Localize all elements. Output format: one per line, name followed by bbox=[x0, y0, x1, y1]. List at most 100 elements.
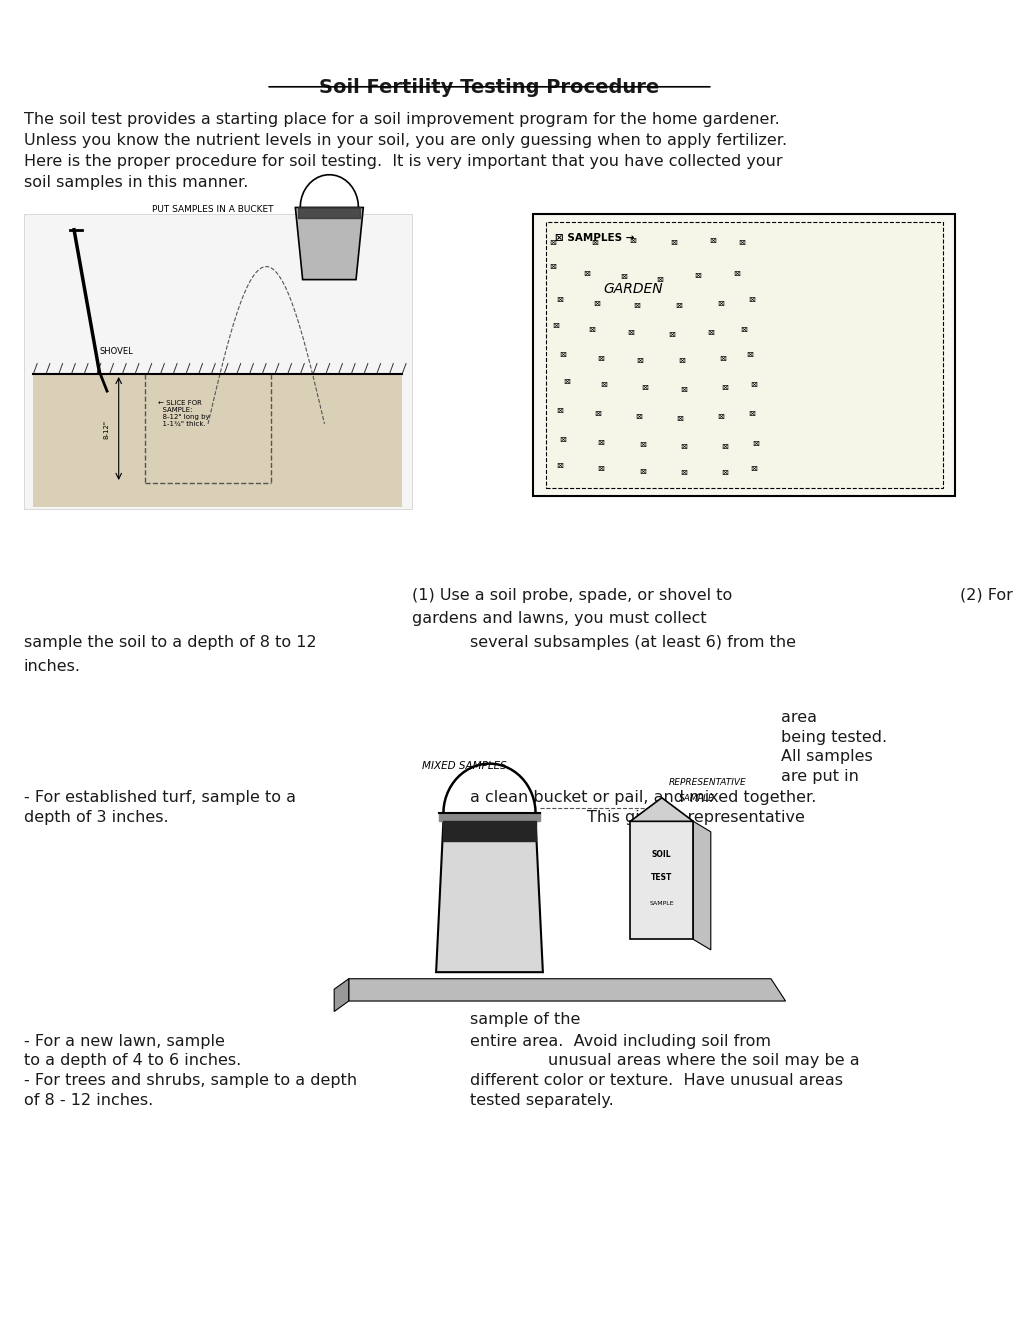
Text: ⊠: ⊠ bbox=[626, 327, 633, 337]
Text: ⊠: ⊠ bbox=[594, 409, 601, 418]
Text: area: area bbox=[780, 710, 816, 725]
Text: The soil test provides a starting place for a soil improvement program for the h: The soil test provides a starting place … bbox=[23, 112, 786, 190]
Text: (2) For: (2) For bbox=[959, 587, 1012, 603]
Text: ⊠: ⊠ bbox=[555, 294, 562, 304]
Text: ⊠: ⊠ bbox=[716, 412, 723, 421]
Text: REPRESENTATIVE: REPRESENTATIVE bbox=[668, 779, 746, 787]
Text: - For trees and shrubs, sample to a depth: - For trees and shrubs, sample to a dept… bbox=[23, 1073, 357, 1088]
Text: All samples: All samples bbox=[780, 750, 871, 764]
Text: ⊠: ⊠ bbox=[551, 321, 558, 330]
Text: GARDEN: GARDEN bbox=[603, 281, 662, 296]
FancyBboxPatch shape bbox=[545, 222, 942, 488]
Text: ⤵: ⤵ bbox=[658, 805, 665, 816]
Text: ⊠: ⊠ bbox=[564, 378, 570, 387]
Text: inches.: inches. bbox=[23, 659, 81, 673]
Text: ⊠: ⊠ bbox=[720, 442, 728, 450]
Text: ⊠: ⊠ bbox=[738, 239, 745, 247]
Text: ⊠: ⊠ bbox=[669, 239, 677, 247]
Text: ⊠: ⊠ bbox=[558, 350, 566, 359]
Text: ⊠: ⊠ bbox=[597, 465, 604, 473]
Text: entire area.  Avoid including soil from: entire area. Avoid including soil from bbox=[470, 1034, 770, 1049]
Text: SAMPLE: SAMPLE bbox=[678, 793, 714, 803]
Text: ⊠: ⊠ bbox=[558, 436, 566, 444]
Text: SAMPLE: SAMPLE bbox=[649, 902, 674, 907]
Polygon shape bbox=[34, 374, 401, 507]
Text: ⊠: ⊠ bbox=[636, 356, 643, 366]
Text: gardens and lawns, you must collect: gardens and lawns, you must collect bbox=[412, 611, 706, 627]
Text: SHOVEL: SHOVEL bbox=[99, 347, 132, 355]
Text: ⊠: ⊠ bbox=[548, 239, 555, 247]
Text: ⊠: ⊠ bbox=[718, 354, 726, 363]
Text: ⊠: ⊠ bbox=[708, 236, 715, 244]
FancyBboxPatch shape bbox=[533, 214, 955, 496]
Text: 8-12": 8-12" bbox=[103, 420, 109, 438]
Polygon shape bbox=[630, 797, 693, 821]
Text: ⊠: ⊠ bbox=[740, 325, 747, 334]
Text: (1) Use a soil probe, spade, or shovel to: (1) Use a soil probe, spade, or shovel t… bbox=[412, 587, 732, 603]
Text: ⊠: ⊠ bbox=[675, 301, 682, 310]
Text: - For established turf, sample to a: - For established turf, sample to a bbox=[23, 789, 296, 805]
Text: ⊠: ⊠ bbox=[749, 465, 756, 473]
Text: ⊠: ⊠ bbox=[639, 467, 646, 475]
Text: - For a new lawn, sample: - For a new lawn, sample bbox=[23, 1034, 224, 1049]
Text: ⊠: ⊠ bbox=[720, 467, 728, 477]
Text: ⊠: ⊠ bbox=[629, 236, 636, 244]
Text: unusual areas where the soil may be a: unusual areas where the soil may be a bbox=[547, 1053, 859, 1068]
Text: ⊠: ⊠ bbox=[706, 327, 713, 337]
Text: sample of the: sample of the bbox=[470, 1011, 580, 1027]
Text: to a depth of 4 to 6 inches.: to a depth of 4 to 6 inches. bbox=[23, 1053, 240, 1068]
Text: ⊠: ⊠ bbox=[676, 414, 683, 424]
Text: SOIL: SOIL bbox=[651, 850, 671, 859]
Text: ⊠: ⊠ bbox=[600, 380, 607, 389]
Text: ⊠: ⊠ bbox=[620, 272, 627, 281]
Polygon shape bbox=[334, 978, 348, 1011]
Text: ⊠: ⊠ bbox=[747, 409, 754, 418]
Text: ⊠: ⊠ bbox=[678, 356, 685, 366]
Text: ⊠: ⊠ bbox=[716, 298, 723, 308]
Text: ⊠: ⊠ bbox=[749, 380, 756, 389]
Text: PUT SAMPLES IN A BUCKET: PUT SAMPLES IN A BUCKET bbox=[152, 205, 273, 214]
FancyBboxPatch shape bbox=[23, 214, 412, 510]
Text: ⊠: ⊠ bbox=[680, 385, 687, 395]
Polygon shape bbox=[348, 978, 785, 1001]
Polygon shape bbox=[296, 207, 363, 280]
Text: ⊠: ⊠ bbox=[720, 383, 728, 392]
Text: ← SLICE FOR
  SAMPLE:
  8-12" long by
  1-1¾" thick.: ← SLICE FOR SAMPLE: 8-12" long by 1-1¾" … bbox=[157, 400, 209, 426]
Text: ⊠: ⊠ bbox=[548, 261, 555, 271]
Text: ⊠: ⊠ bbox=[597, 438, 604, 446]
Text: ⊠: ⊠ bbox=[745, 350, 752, 359]
Text: ⊠: ⊠ bbox=[592, 298, 599, 308]
Text: ⊠: ⊠ bbox=[680, 467, 687, 477]
Text: different color or texture.  Have unusual areas: different color or texture. Have unusual… bbox=[470, 1073, 843, 1088]
Text: depth of 3 inches.: depth of 3 inches. bbox=[23, 809, 168, 825]
Polygon shape bbox=[693, 821, 710, 950]
Text: ⊠: ⊠ bbox=[633, 301, 640, 310]
Text: ⊠: ⊠ bbox=[597, 354, 604, 363]
Text: being tested.: being tested. bbox=[780, 730, 886, 744]
Polygon shape bbox=[436, 821, 542, 972]
Text: ⊠: ⊠ bbox=[590, 239, 597, 247]
Text: ⊠: ⊠ bbox=[667, 330, 675, 339]
Text: ⊠: ⊠ bbox=[733, 268, 740, 277]
Text: ⊠: ⊠ bbox=[635, 412, 642, 421]
Text: of 8 - 12 inches.: of 8 - 12 inches. bbox=[23, 1093, 153, 1107]
Text: ⊠: ⊠ bbox=[680, 442, 687, 450]
Text: ⊠: ⊠ bbox=[583, 268, 589, 277]
Text: ⊠: ⊠ bbox=[555, 462, 562, 470]
Text: ⊠: ⊠ bbox=[641, 383, 648, 392]
Text: are put in: are put in bbox=[780, 768, 858, 784]
Polygon shape bbox=[630, 821, 693, 940]
Text: Soil Fertility Testing Procedure: Soil Fertility Testing Procedure bbox=[319, 78, 659, 96]
Text: several subsamples (at least 6) from the: several subsamples (at least 6) from the bbox=[470, 635, 795, 649]
Text: MIXED SAMPLES: MIXED SAMPLES bbox=[421, 762, 505, 771]
Text: ⊠: ⊠ bbox=[555, 407, 562, 416]
Text: sample the soil to a depth of 8 to 12: sample the soil to a depth of 8 to 12 bbox=[23, 635, 316, 649]
Text: ⊠: ⊠ bbox=[747, 294, 754, 304]
Text: ⊠ SAMPLES →: ⊠ SAMPLES → bbox=[555, 232, 635, 243]
Text: ⊠: ⊠ bbox=[751, 440, 758, 447]
Text: ⊠: ⊠ bbox=[639, 441, 646, 449]
Text: TEST: TEST bbox=[650, 874, 672, 883]
Text: ⊠: ⊠ bbox=[655, 275, 662, 284]
Text: tested separately.: tested separately. bbox=[470, 1093, 613, 1107]
Text: a clean bucket or pail, and mixed together.: a clean bucket or pail, and mixed togeth… bbox=[470, 789, 815, 805]
